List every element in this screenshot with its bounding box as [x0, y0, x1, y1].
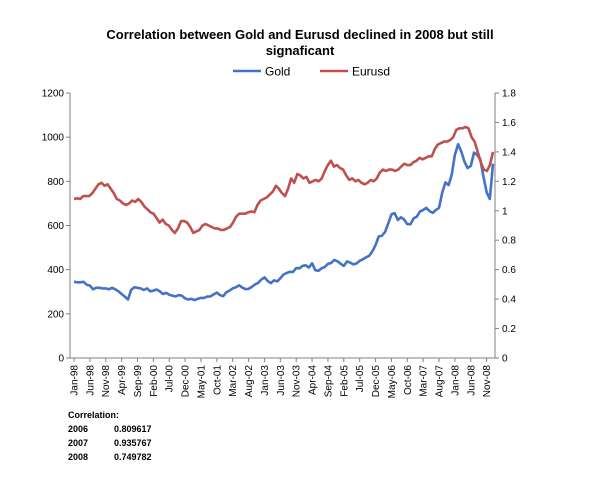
left-axis-tick-label: 1200 — [42, 89, 65, 100]
x-axis-tick-label: Oct-01 — [212, 365, 223, 395]
x-axis-tick-label: Dec-00 — [181, 365, 192, 398]
correlation-table: Correlation: 2006 0.809617 2007 0.935767… — [68, 408, 152, 464]
x-axis-tick-label: Feb-05 — [339, 365, 350, 397]
x-axis-tick-label: Nov-03 — [292, 365, 303, 398]
legend-label-eurusd: Eurusd — [352, 65, 390, 79]
correlation-row: 2008 0.749782 — [68, 450, 152, 464]
chart-title-line-1: Correlation between Gold and Eurusd decl… — [106, 27, 494, 42]
x-axis-tick-label: Mar-07 — [419, 365, 430, 397]
x-axis-tick-label: Feb-00 — [149, 365, 160, 397]
x-axis-tick-label: May-06 — [387, 365, 398, 399]
left-axis-tick-label: 600 — [47, 221, 64, 232]
x-axis-tick-label: Nov-98 — [101, 365, 112, 398]
right-axis-tick-label: 1.6 — [502, 118, 516, 129]
series-line-eurusd — [73, 125, 495, 235]
x-axis-tick-label: Jan-08 — [450, 365, 461, 396]
chart-title-line-2: signaficant — [265, 43, 335, 58]
right-axis-tick-label: 1.4 — [502, 147, 516, 158]
right-axis-tick-label: 0.6 — [502, 265, 516, 276]
left-axis-tick-label: 800 — [47, 177, 64, 188]
x-axis-tick-label: May-01 — [196, 365, 207, 399]
correlation-row: 2006 0.809617 — [68, 422, 152, 436]
x-axis-tick-label: Jun-98 — [85, 365, 96, 396]
x-axis-tick-label: Jun-03 — [276, 365, 287, 396]
x-axis-tick-label: Sep-04 — [323, 365, 334, 398]
correlation-value: 0.749782 — [114, 452, 152, 462]
correlation-year: 2006 — [68, 424, 89, 434]
x-axis-tick-label: Jan-03 — [260, 365, 271, 396]
right-axis-tick-label: 1.8 — [502, 89, 516, 100]
x-axis-tick-label: Dec-05 — [371, 365, 382, 398]
series-line-gold — [73, 142, 495, 302]
left-axis-tick-label: 400 — [47, 265, 64, 276]
legend-label-gold: Gold — [265, 65, 290, 79]
x-axis-tick-label: Sep-99 — [133, 365, 144, 398]
right-axis-tick-label: 0.8 — [502, 236, 516, 247]
x-axis-tick-label: Jun-08 — [466, 365, 477, 396]
x-axis-tick-label: Aug-02 — [244, 365, 255, 398]
right-axis-tick-label: 1 — [502, 206, 508, 217]
x-axis-tick-label: Nov-08 — [482, 365, 493, 398]
correlation-heading: Correlation: — [68, 410, 120, 420]
left-axis-tick-label: 1000 — [42, 133, 65, 144]
left-axis-tick-label: 200 — [47, 309, 64, 320]
x-axis-tick-label: Apr-04 — [308, 365, 319, 395]
x-axis-tick-label: Aug-07 — [435, 365, 446, 398]
x-axis-tick-label: Jul-05 — [355, 365, 366, 393]
x-axis-tick-label: Oct-06 — [403, 365, 414, 395]
right-axis-tick-label: 0 — [502, 354, 508, 365]
chart-title: Correlation between Gold and Eurusd decl… — [0, 27, 600, 59]
correlation-year: 2008 — [68, 452, 89, 462]
x-axis-tick-label: Jan-98 — [70, 365, 81, 396]
correlation-row: 2007 0.935767 — [68, 436, 152, 450]
left-axis-tick-label: 0 — [58, 354, 64, 365]
right-axis-tick-label: 1.2 — [502, 177, 516, 188]
right-axis-tick-label: 0.4 — [502, 295, 516, 306]
correlation-year: 2007 — [68, 438, 89, 448]
x-axis-tick-label: Apr-99 — [117, 365, 128, 395]
x-axis-tick-label: Mar-02 — [228, 365, 239, 397]
right-axis-tick-label: 0.2 — [502, 324, 516, 335]
correlation-value: 0.809617 — [114, 424, 152, 434]
correlation-value: 0.935767 — [114, 438, 152, 448]
x-axis-tick-label: Jul-00 — [165, 365, 176, 393]
